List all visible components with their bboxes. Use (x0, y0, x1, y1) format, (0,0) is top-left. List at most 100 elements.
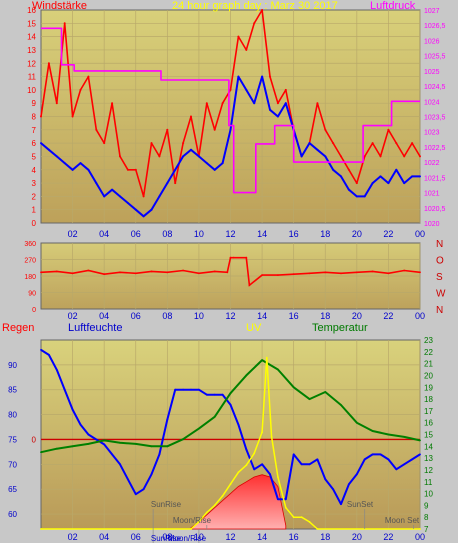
data-point (55, 368, 58, 371)
data-point (63, 162, 66, 165)
data-point (419, 453, 421, 456)
data-point (182, 388, 185, 391)
data-point (47, 148, 50, 151)
wind-tick-label: 16 (27, 6, 36, 15)
data-point (134, 168, 137, 171)
data-point (119, 463, 121, 466)
temperature-legend: Temperatur (312, 322, 368, 334)
x-tick-label: 02 (68, 532, 78, 542)
data-point (182, 438, 185, 441)
wind-axis-title: Windstärke (32, 0, 87, 12)
humidity-tick-label: 65 (8, 485, 17, 494)
temperature-tick-label: 8 (424, 513, 429, 522)
data-point (55, 102, 58, 105)
panel3-x-ticks: 02 04 06 08 10 12 14 16 18 20 22 00 (68, 532, 425, 542)
x-tick-label: 08 (162, 311, 172, 321)
data-point (379, 155, 382, 158)
data-point (324, 478, 327, 481)
data-point (87, 443, 90, 445)
data-point (261, 463, 263, 466)
temperature-tick-label: 17 (424, 407, 433, 416)
data-point (363, 458, 366, 461)
panel1-x-ticks: 02 04 06 08 10 12 14 16 18 20 22 00 (68, 229, 425, 239)
data-point (221, 495, 224, 497)
data-point (71, 272, 74, 275)
x-tick-label: 20 (352, 532, 362, 542)
data-point (277, 368, 279, 371)
data-point (276, 102, 279, 105)
data-point (205, 393, 208, 396)
direction-tick-label: 360 (24, 241, 36, 248)
x-tick-label: 00 (415, 311, 425, 321)
wind-tick-label: 0 (32, 219, 37, 228)
x-tick-label: 16 (289, 229, 299, 239)
data-point (348, 483, 350, 486)
humidity-temp-series (40, 349, 421, 530)
data-point (229, 88, 232, 91)
pressure-tick-label: 1027 (424, 8, 440, 15)
data-point (79, 423, 82, 426)
data-point (48, 354, 50, 356)
data-point (174, 388, 177, 391)
data-point (95, 438, 98, 441)
data-point (265, 356, 268, 359)
data-point (237, 471, 240, 474)
temperature-tick-label: 15 (424, 431, 433, 440)
data-point (363, 155, 366, 158)
data-point (253, 22, 256, 25)
x-tick-label: 14 (257, 532, 267, 542)
x-tick-label: 06 (131, 532, 141, 542)
data-point (150, 473, 153, 476)
x-tick-label: 14 (257, 229, 267, 239)
temperature-tick-label: 19 (424, 383, 433, 392)
data-point (119, 195, 121, 198)
data-point (174, 168, 177, 171)
data-point (166, 418, 169, 421)
data-point (226, 271, 229, 274)
data-point (316, 528, 319, 530)
direction-tick-label: 270 (24, 258, 36, 265)
humidity-tick-label: 60 (8, 510, 17, 519)
data-point (213, 168, 216, 171)
x-tick-label: 08 (162, 532, 172, 542)
x-tick-label: 20 (352, 311, 362, 321)
x-tick-label: 06 (131, 311, 141, 321)
data-point (332, 488, 334, 491)
data-point (166, 445, 169, 448)
data-point (158, 453, 161, 456)
data-point (316, 148, 319, 151)
wind-tick-label: 10 (27, 86, 36, 95)
data-point (197, 155, 200, 158)
pressure-line (41, 27, 420, 194)
humidity-tick-label: 85 (8, 386, 17, 395)
data-point (292, 386, 295, 389)
data-point (270, 436, 273, 438)
data-point (103, 439, 106, 442)
wind-tick-label: 9 (32, 99, 37, 108)
humidity-tick-label: 70 (8, 460, 17, 469)
wind-tick-label: 15 (27, 19, 36, 28)
data-point (111, 102, 114, 105)
data-point (182, 269, 185, 272)
data-point (190, 115, 192, 118)
wind-tick-label: 12 (27, 59, 36, 68)
pressure-axis-ticks: 1020 1020,5 1021 1021,5 1022 1022,5 1023 1023,5… (424, 8, 446, 228)
data-point (324, 271, 327, 274)
data-point (71, 445, 74, 448)
temperature-tick-label: 13 (424, 454, 433, 463)
x-tick-label: 08 (162, 229, 172, 239)
data-point (371, 453, 374, 456)
data-point (292, 516, 295, 519)
data-point (127, 478, 129, 481)
data-point (332, 142, 335, 145)
data-point (387, 433, 390, 436)
data-point (79, 88, 82, 91)
x-tick-label: 16 (289, 311, 299, 321)
data-point (221, 102, 224, 105)
data-point (126, 202, 129, 204)
data-point (229, 256, 232, 259)
data-point (340, 175, 342, 178)
